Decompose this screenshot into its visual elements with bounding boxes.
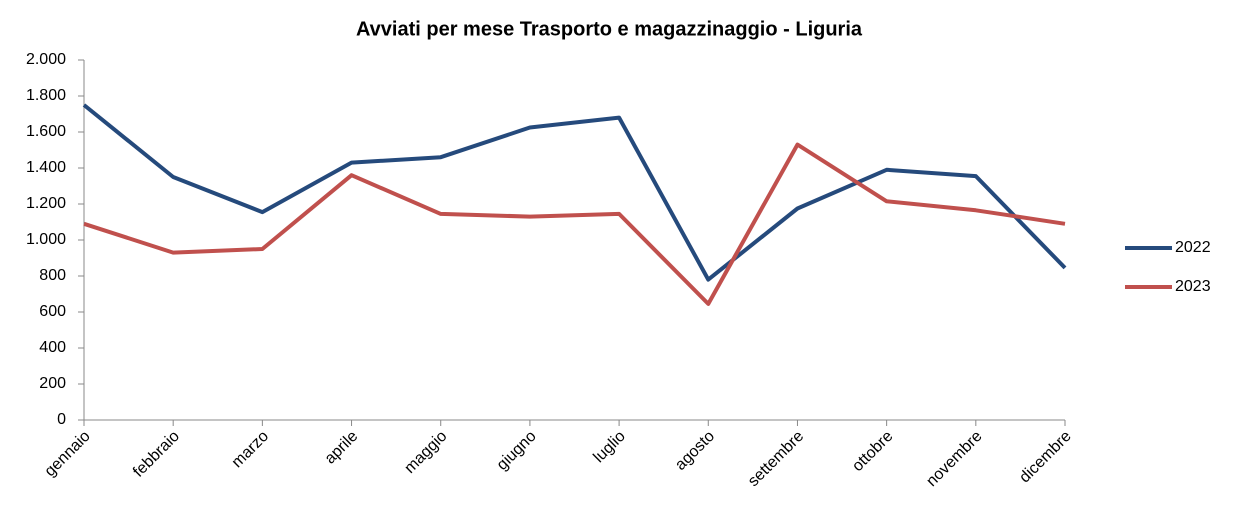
- y-tick-label: 1.200: [26, 195, 66, 212]
- x-tick-label: aprile: [322, 428, 362, 468]
- x-tick-label: novembre: [923, 428, 985, 490]
- x-tick-label: ottobre: [849, 428, 896, 475]
- y-tick-label: 600: [39, 303, 66, 320]
- x-tick-label: settembre: [745, 428, 807, 490]
- y-tick-label: 1.000: [26, 231, 66, 248]
- y-tick-label: 1.800: [26, 87, 66, 104]
- y-tick-label: 2.000: [26, 51, 66, 68]
- legend-label: 2022: [1175, 239, 1211, 256]
- x-tick-label: marzo: [229, 428, 273, 472]
- x-tick-label: agosto: [672, 428, 718, 474]
- y-tick-label: 800: [39, 267, 66, 284]
- series-line: [82, 103, 1067, 282]
- y-tick-label: 200: [39, 375, 66, 392]
- y-tick-label: 1.400: [26, 159, 66, 176]
- x-tick-label: luglio: [590, 428, 629, 467]
- x-tick-label: febbraio: [130, 428, 183, 481]
- x-tick-label: dicembre: [1016, 428, 1075, 487]
- x-tick-label: gennaio: [42, 428, 94, 480]
- legend-label: 2023: [1175, 278, 1211, 295]
- series-line: [83, 142, 1066, 306]
- y-tick-label: 400: [39, 339, 66, 356]
- x-tick-label: maggio: [401, 428, 450, 477]
- y-tick-label: 0: [57, 411, 66, 428]
- y-tick-label: 1.600: [26, 123, 66, 140]
- x-tick-label: giugno: [494, 428, 540, 474]
- chart-title: Avviati per mese Trasporto e magazzinagg…: [356, 18, 863, 40]
